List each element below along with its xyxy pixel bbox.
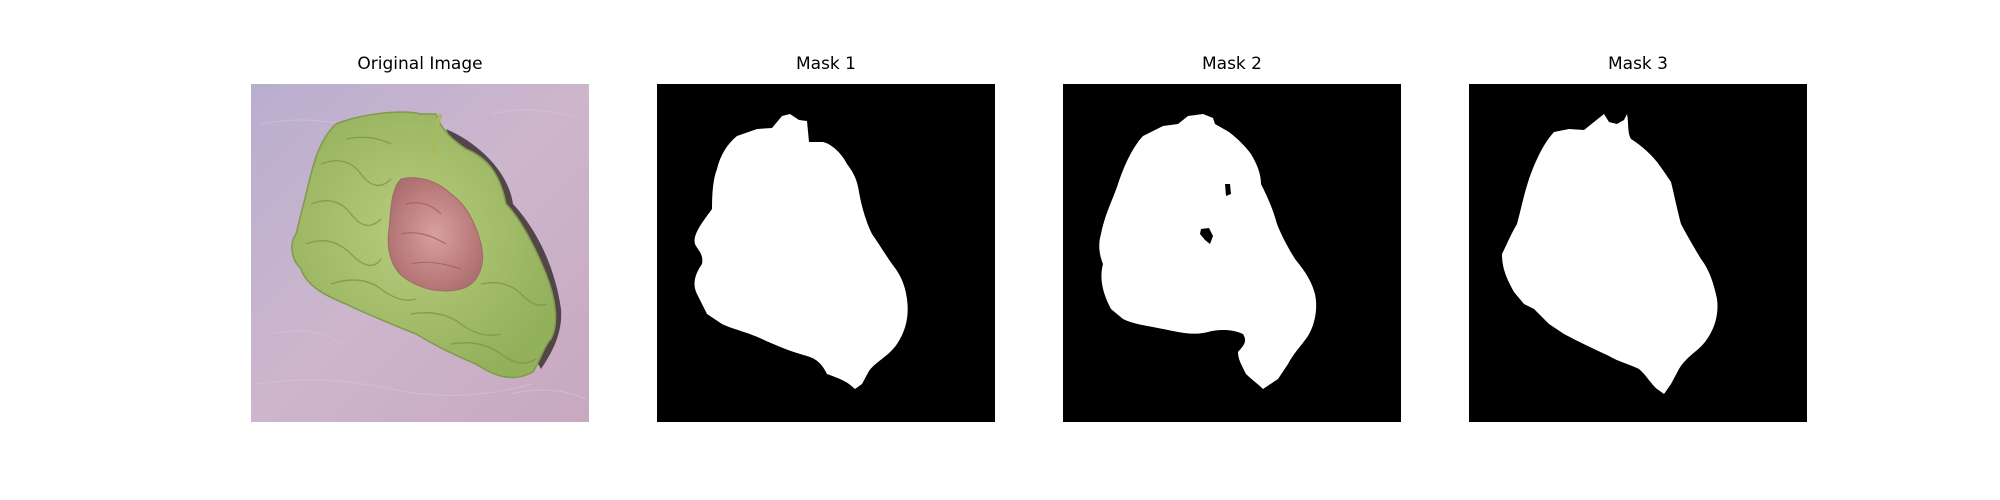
leaf-red-region (387, 177, 484, 292)
original-image (251, 84, 589, 422)
mask-2-panel: Mask 2 (1063, 54, 1401, 422)
panel-title-mask-1: Mask 1 (795, 54, 856, 74)
leaf-wrinkles (305, 136, 547, 364)
mask-3-image (1469, 84, 1807, 422)
panel-title-mask-2: Mask 2 (1201, 54, 1262, 74)
mask-1-image (657, 84, 995, 422)
mask-3-panel: Mask 3 (1469, 54, 1807, 422)
mask-holes (1200, 184, 1231, 244)
mask-2-image (1063, 84, 1401, 422)
mask-1-panel: Mask 1 (657, 54, 995, 422)
leaf-stem (431, 113, 443, 155)
mask-foreground (1099, 114, 1317, 389)
panel-title-mask-3: Mask 3 (1607, 54, 1668, 74)
original-image-panel: Original Image (251, 54, 589, 422)
mask-foreground (694, 114, 908, 389)
red-region-folds (400, 202, 462, 270)
mask-foreground (1502, 114, 1718, 394)
panel-title-original-image: Original Image (357, 54, 483, 74)
